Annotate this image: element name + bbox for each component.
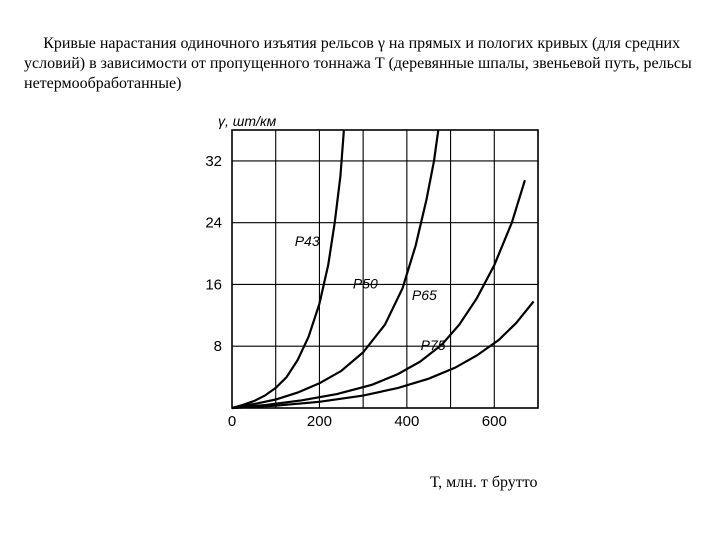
caption-span: Кривые нарастания одиночного изъятия рел…	[24, 35, 692, 92]
y-tick-label: 8	[214, 338, 222, 355]
x-tick-label: 0	[228, 413, 236, 430]
y-tick-label: 24	[205, 215, 222, 232]
series-label-Р43: Р43	[295, 233, 320, 249]
y-axis-title: γ, шт/км	[218, 113, 277, 129]
caption-text: Кривые нарастания одиночного изъятия рел…	[24, 34, 696, 94]
series-Р43	[232, 130, 344, 408]
chart-container: 0 200 400 600 8 16 24 32 γ, шт/км Р43 Р50 Р65 Р75	[24, 110, 696, 450]
series-label-Р75: Р75	[421, 337, 446, 353]
series-label-Р65: Р65	[412, 287, 437, 303]
series-Р75	[232, 301, 534, 408]
x-tick-label: 400	[394, 413, 419, 430]
y-tick-label: 32	[205, 153, 222, 170]
x-axis-caption: Т, млн. т брутто	[430, 474, 538, 492]
chart-svg: 0 200 400 600 8 16 24 32 γ, шт/км Р43 Р50 Р65 Р75	[170, 110, 550, 450]
y-tick-label: 16	[205, 276, 222, 293]
x-tick-label: 600	[482, 413, 507, 430]
x-tick-label: 200	[307, 413, 332, 430]
series-label-Р50: Р50	[353, 275, 378, 291]
